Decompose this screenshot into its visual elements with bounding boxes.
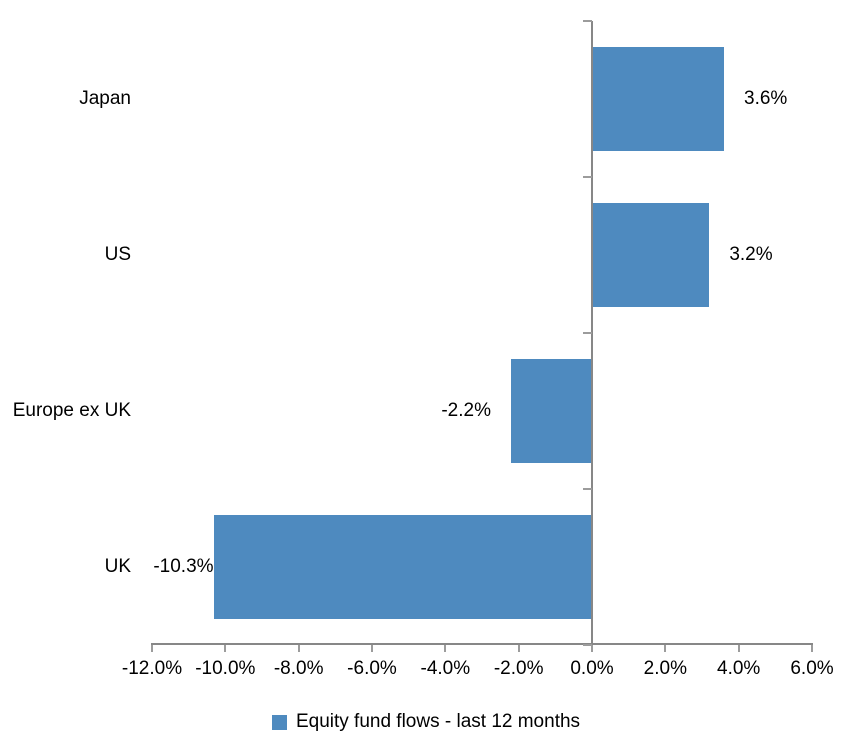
x-axis-tick: [371, 645, 373, 652]
x-tick-label: -12.0%: [121, 658, 183, 679]
x-tick-label: -4.0%: [420, 658, 471, 679]
bar-us: [592, 203, 710, 307]
value-label-japan: 3.6%: [744, 88, 788, 109]
x-tick-label: -6.0%: [347, 658, 397, 679]
x-tick-label: 4.0%: [717, 658, 761, 679]
bar-japan: [592, 47, 724, 151]
category-label-japan: Japan: [79, 88, 131, 109]
x-axis-tick: [517, 645, 520, 652]
x-axis-tick: [664, 645, 667, 652]
legend: Equity fund flows - last 12 months: [0, 711, 852, 733]
x-tick-label: 2.0%: [643, 658, 687, 679]
category-axis-tick: [583, 488, 592, 490]
x-axis-tick: [737, 645, 740, 652]
category-label-uk: UK: [104, 556, 131, 577]
x-tick-label: 6.0%: [790, 658, 834, 679]
x-tick-label: -8.0%: [273, 658, 324, 679]
category-axis-tick: [583, 644, 592, 646]
bar-europe-ex-uk: [511, 359, 592, 463]
x-tick-label: -2.0%: [493, 658, 544, 679]
category-label-europe-ex-uk: Europe ex UK: [12, 400, 131, 421]
bar-uk: [214, 515, 592, 619]
value-label-europe-ex-uk: -2.2%: [441, 400, 491, 421]
x-tick-label: 0.0%: [570, 658, 614, 679]
x-axis-tick: [297, 645, 300, 652]
x-axis-tick: [811, 645, 813, 652]
value-label-uk: -10.3%: [153, 556, 214, 577]
x-axis-tick: [591, 645, 593, 652]
legend-label: Equity fund flows - last 12 months: [295, 711, 581, 732]
legend-swatch-icon: [271, 714, 287, 730]
category-label-us: US: [104, 244, 131, 265]
x-axis-tick: [151, 645, 153, 652]
zero-axis-line: [591, 21, 593, 645]
x-axis-tick: [224, 645, 227, 652]
x-tick-label: -10.0%: [195, 658, 256, 679]
x-axis-tick: [444, 645, 447, 652]
category-axis-tick: [583, 176, 592, 178]
value-label-us: 3.2%: [729, 244, 773, 265]
category-axis-tick: [583, 20, 592, 22]
x-axis-line: [151, 643, 813, 645]
category-axis-tick: [583, 332, 592, 334]
